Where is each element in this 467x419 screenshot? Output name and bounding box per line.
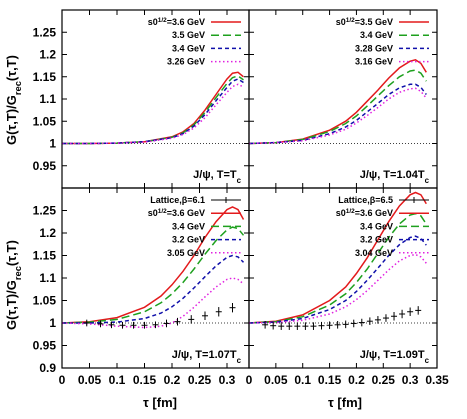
bottom-right-legend-label-2: 3.4 GeV <box>360 221 393 231</box>
top-left-y-tick-label: 1.1 <box>39 92 56 106</box>
top-left-legend-label-3: 3.4 GeV <box>172 43 205 53</box>
top-left-annotation: J/ψ, T=Tc <box>193 169 241 185</box>
bottom-left-y-tick-label: 1 <box>49 316 56 330</box>
bottom-left-y-tick-label: 1.1 <box>39 271 56 285</box>
bottom-right-frame <box>248 187 438 369</box>
x-axis-label-left: τ [fm] <box>143 395 177 410</box>
bottom-right-annotation: J/ψ, T=1.09Tc <box>360 349 430 365</box>
top-right-legend-label-2: 3.4 GeV <box>360 30 393 40</box>
bottom-left-legend-label-3: 3.2 GeV <box>172 235 205 245</box>
bottom-right-series-line-1 <box>248 191 427 324</box>
top-right-annotation: J/ψ, T=1.04Tc <box>360 169 430 185</box>
bottom-left-x-tick-label: 0.3 <box>219 373 236 387</box>
top-left-legend-label-1: s01/2=3.6 GeV <box>148 17 205 28</box>
bottom-right-series-line-4 <box>248 253 427 324</box>
top-right-series-line-1 <box>248 58 427 145</box>
bottom-right-legend-label-1: s01/2=3.6 GeV <box>336 208 393 219</box>
bottom-left-legend-label-lattice: Lattice,β=6.1 <box>150 195 205 205</box>
y-axis-label-bottom: G(τ,T)/Grec(τ,T) <box>4 240 23 330</box>
bottom-left-x-tick-label: 0 <box>59 373 66 387</box>
top-right-legend-label-4: 3.16 GeV <box>355 57 393 67</box>
bottom-right-series-line-3 <box>248 235 427 324</box>
bottom-left-y-tick-label: 1.2 <box>39 226 56 240</box>
top-right-series-line-3 <box>248 83 427 145</box>
bottom-left-legend-label-4: 3.05 GeV <box>167 248 205 258</box>
top-left-legend-label-4: 3.26 GeV <box>167 57 205 67</box>
bottom-left-y-tick-label: 0.9 <box>39 361 56 375</box>
top-right-legend-label-3: 3.28 GeV <box>355 43 393 53</box>
bottom-left-x-tick-label: 0.05 <box>78 373 102 387</box>
bottom-right-x-tick-label: 0.3 <box>402 373 419 387</box>
bottom-left-series-line-3 <box>62 254 245 324</box>
top-left-y-tick-label: 1.2 <box>39 48 56 62</box>
bottom-right-x-tick-label: 0.2 <box>348 373 365 387</box>
bottom-right-x-tick-label: 0.25 <box>372 373 396 387</box>
top-left-series-line-1 <box>62 71 244 145</box>
top-right-legend-label-1: s01/2=3.5 GeV <box>336 17 393 28</box>
top-left-y-tick-label: 0.95 <box>33 159 57 173</box>
bottom-right-legend-label-lattice: Lattice,β=6.5 <box>338 195 393 205</box>
bottom-left-x-tick-label: 0.15 <box>133 373 157 387</box>
bottom-left-legend-label-2: 3.4 GeV <box>172 221 205 231</box>
bottom-left-annotation: J/ψ, T=1.07Tc <box>172 349 242 365</box>
bottom-left-y-tick-label: 0.95 <box>33 339 57 353</box>
top-right-series-line-4 <box>248 87 427 145</box>
bottom-right-x-tick-label: 0.15 <box>318 373 342 387</box>
top-left-y-tick-label: 1.25 <box>33 25 57 39</box>
top-left-frame <box>61 9 250 189</box>
bottom-left-y-tick-label: 1.05 <box>33 294 57 308</box>
bottom-left-y-tick-label: 1.15 <box>33 249 57 263</box>
top-right-frame <box>248 9 438 189</box>
bottom-right-series-line-2 <box>248 212 427 324</box>
bottom-right-x-tick-label: 0.1 <box>294 373 311 387</box>
bottom-left-series-line-2 <box>61 226 245 324</box>
bottom-right-legend-label-4: 3.04 GeV <box>355 248 393 258</box>
bottom-left-y-tick-label: 1.25 <box>33 204 57 218</box>
top-right-series-line-2 <box>248 69 427 145</box>
bottom-left-x-tick-label: 0.1 <box>109 373 126 387</box>
bottom-right-x-tick-label: 0 <box>246 373 253 387</box>
top-left-series-line-2 <box>62 75 244 145</box>
bottom-left-x-tick-label: 0.25 <box>188 373 212 387</box>
top-left-y-tick-label: 1.15 <box>33 70 57 84</box>
top-left-y-tick-label: 1 <box>49 137 56 151</box>
bottom-right-legend-label-3: 3.2 GeV <box>360 235 393 245</box>
y-axis-label-top: G(τ,T)/Grec(τ,T) <box>4 55 23 145</box>
top-left-legend-label-2: 3.5 GeV <box>172 30 205 40</box>
bottom-left-series-line-1 <box>61 206 245 324</box>
x-axis-label-right: τ [fm] <box>328 395 362 410</box>
bottom-right-x-tick-label: 0.35 <box>425 373 449 387</box>
bottom-left-legend-label-1: s01/2=3.6 GeV <box>148 208 205 219</box>
top-left-y-tick-label: 1.05 <box>33 114 57 128</box>
bottom-right-x-tick-label: 0.05 <box>264 373 288 387</box>
bottom-left-series-line-4 <box>61 277 244 329</box>
top-left-series-line-3 <box>62 78 244 145</box>
bottom-left-x-tick-label: 0.2 <box>164 373 181 387</box>
